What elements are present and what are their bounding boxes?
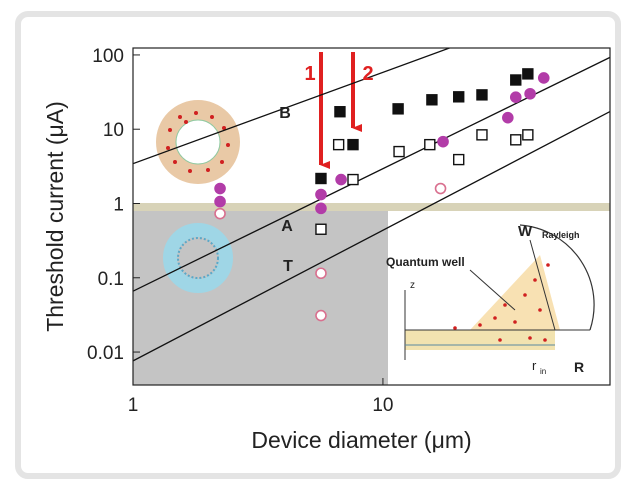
square-marker — [477, 130, 487, 140]
circle-marker — [503, 113, 513, 123]
y-tick-label: 10 — [103, 120, 124, 141]
square-marker — [348, 175, 358, 185]
square-marker — [511, 135, 521, 145]
circle-marker — [316, 203, 326, 213]
y-tick-label: 0.01 — [87, 343, 124, 364]
y-tick-label: 1 — [113, 194, 124, 215]
chart: 100 10 1 0.1 0.01 1 10 Device diameter (μm) Thre… — [0, 0, 631, 487]
circle-marker — [539, 73, 549, 83]
inset-label: Rayleigh — [542, 230, 580, 240]
arrow-label: 2 — [362, 63, 373, 85]
square-marker — [316, 224, 326, 234]
inset-layer — [405, 330, 555, 350]
x-tick-label: 10 — [372, 395, 393, 416]
square-marker — [477, 90, 487, 100]
y-tick-label: 100 — [92, 46, 124, 67]
square-marker — [454, 92, 464, 102]
inset-label: in — [540, 367, 546, 376]
square-marker — [394, 147, 404, 157]
square-marker — [348, 140, 358, 150]
band — [133, 203, 610, 211]
y-tick-label: 0.1 — [98, 269, 124, 290]
inset-label: W — [518, 223, 533, 240]
circle-marker — [316, 268, 326, 278]
square-marker — [511, 75, 521, 85]
circle-marker — [215, 209, 225, 219]
circle-marker — [336, 175, 346, 185]
square-marker — [523, 69, 533, 79]
line-label: T — [283, 258, 293, 275]
x-tick-label: 1 — [128, 395, 139, 416]
y-axis-title: Threshold current (μA) — [42, 101, 68, 332]
square-marker — [335, 107, 345, 117]
circle-marker — [438, 137, 448, 147]
circle-marker — [316, 311, 326, 321]
arrow-label: 1 — [304, 63, 315, 85]
inset-label: z — [410, 280, 415, 291]
square-marker — [523, 130, 533, 140]
circle-marker — [215, 184, 225, 194]
inset-label: R — [574, 359, 584, 375]
circle-marker — [215, 197, 225, 207]
square-marker — [316, 174, 326, 184]
square-marker — [454, 155, 464, 165]
square-marker — [425, 140, 435, 150]
square-marker — [334, 140, 344, 150]
inset-label: Quantum well — [386, 255, 465, 269]
page: {"chart_data": { "type": "scatter", "xla… — [0, 0, 631, 492]
line-label: B — [279, 105, 291, 122]
circle-marker — [436, 184, 446, 194]
x-axis-title: Device diameter (μm) — [251, 427, 471, 453]
line-label: A — [281, 218, 293, 235]
circle-marker — [525, 89, 535, 99]
circle-marker — [511, 92, 521, 102]
circle-marker — [316, 190, 326, 200]
square-marker — [427, 95, 437, 105]
square-marker — [393, 104, 403, 114]
inset-label: r — [532, 358, 537, 373]
